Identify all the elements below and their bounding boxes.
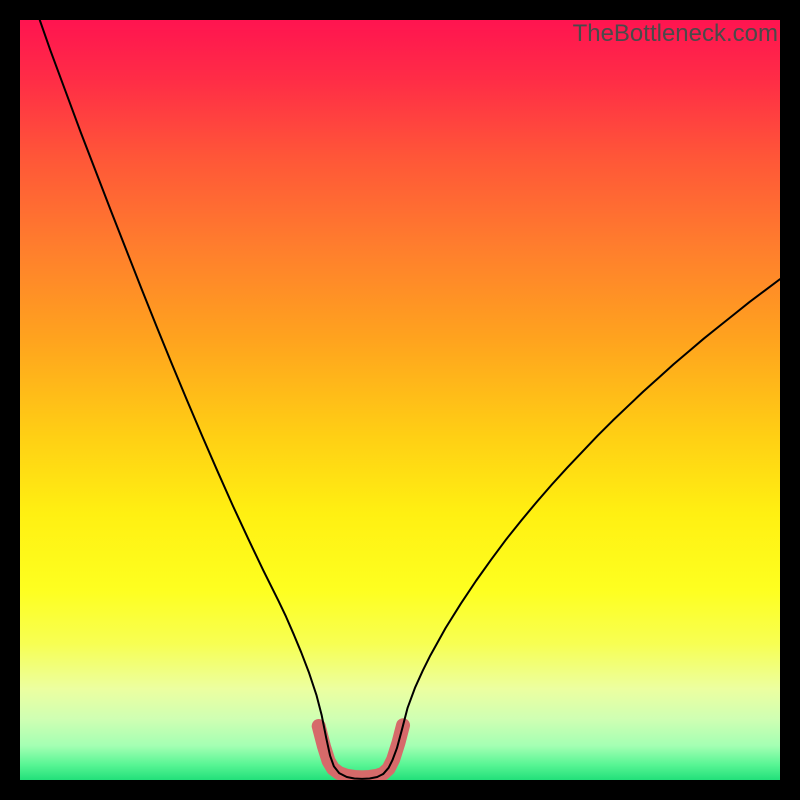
plot-area xyxy=(20,20,780,780)
watermark-text: TheBottleneck.com xyxy=(573,20,778,48)
gradient-background xyxy=(20,20,780,780)
chart-frame: TheBottleneck.com xyxy=(0,0,800,800)
plot-svg xyxy=(20,20,780,780)
